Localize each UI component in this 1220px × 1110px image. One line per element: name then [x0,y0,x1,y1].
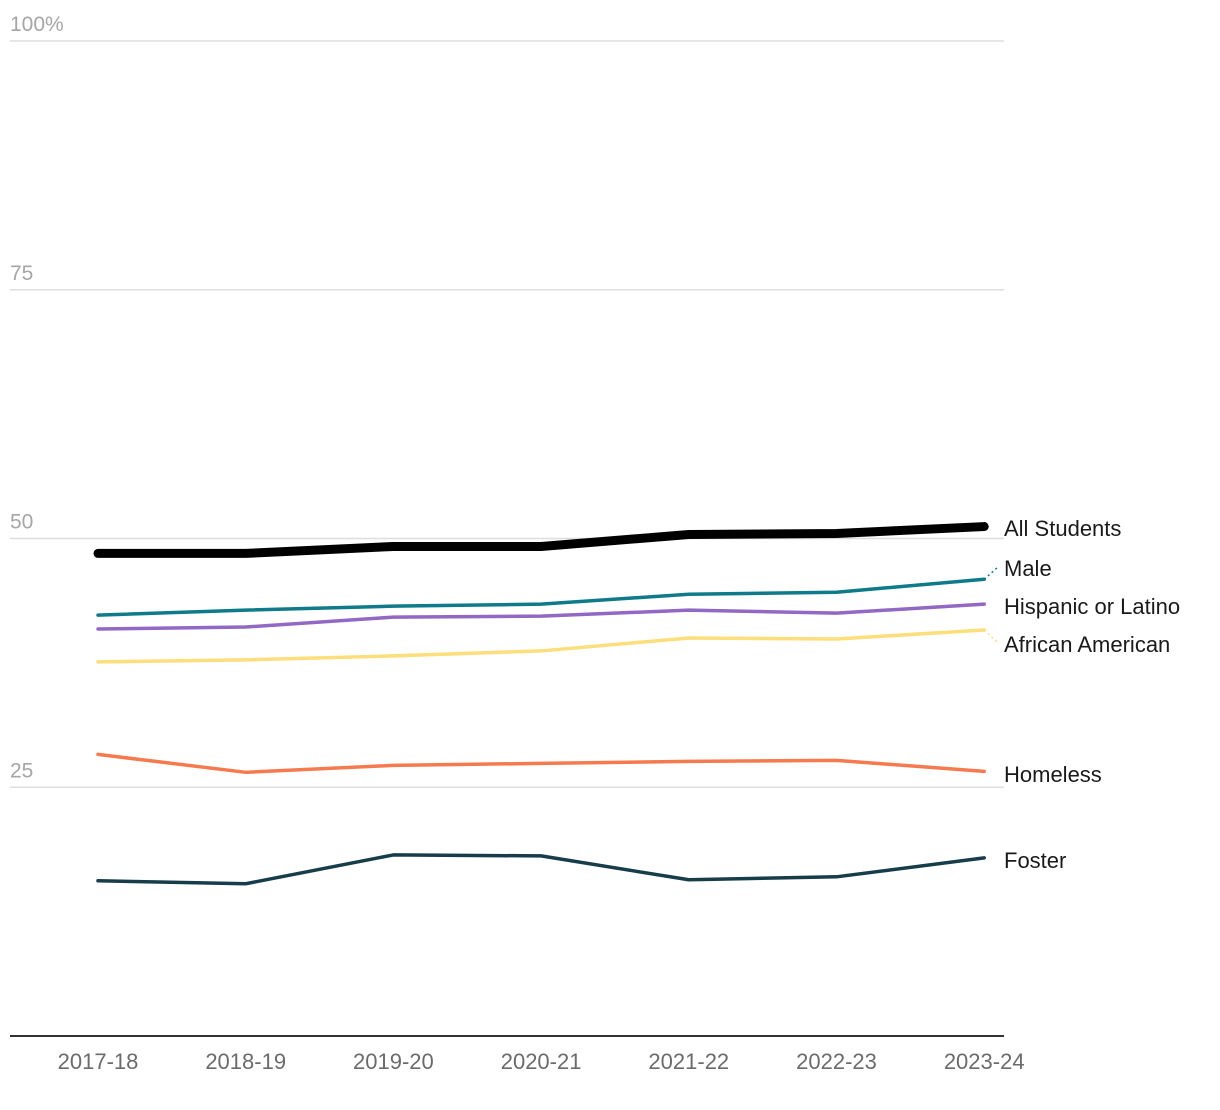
series-label-hispanic-or-latino: Hispanic or Latino [1004,594,1180,619]
series-line-african-american [96,628,986,664]
grid-layer [10,40,1004,788]
series-labels: Male Hispanic or Latino African American Ho… [983,516,1180,873]
series-label-all-students: All Students [1004,516,1121,541]
x-tick-label-2023-24: 2023-24 [944,1049,1025,1074]
series-label-homeless: Homeless [1004,762,1102,787]
x-tick-label-2019-20: 2019-20 [353,1049,434,1074]
series-line-homeless [96,752,986,775]
series-label-foster: Foster [1004,848,1066,873]
series-line-all-students [93,522,989,558]
leader-male [983,566,999,580]
x-axis-ticks: 2017-18 2018-19 2019-20 2020-21 2021-22 2022-… [58,1049,1025,1074]
y-tick-label-100: 100% [10,13,64,36]
series-line-hispanic-or-latino [96,602,986,631]
series-label-african-american: African American [1004,632,1170,657]
series-line-male [96,577,986,617]
y-axis-ticks: 100% 75 50 25 [10,13,64,782]
y-tick-label-50: 50 [10,511,33,534]
x-tick-label-2020-21: 2020-21 [501,1049,582,1074]
series-line-foster [96,853,986,886]
leader-african-american [983,629,999,644]
x-tick-label-2022-23: 2022-23 [796,1049,877,1074]
x-tick-label-2021-22: 2021-22 [648,1049,729,1074]
x-tick-label-2017-18: 2017-18 [58,1049,139,1074]
y-tick-label-25: 25 [10,759,33,782]
y-tick-label-75: 75 [10,262,33,285]
x-tick-label-2018-19: 2018-19 [205,1049,286,1074]
series-layer [93,522,989,886]
series-label-male: Male [1004,556,1052,581]
